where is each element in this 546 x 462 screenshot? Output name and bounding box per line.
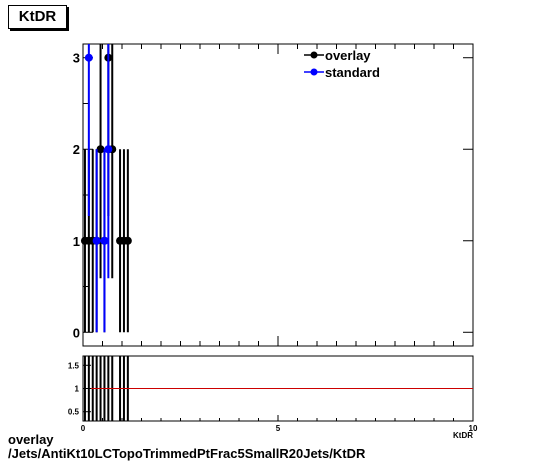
ratio-y-tick-label: 1: [75, 385, 80, 394]
legend-marker: [310, 68, 318, 76]
main-plot-frame: [82, 43, 474, 347]
y-tick-label: 2: [73, 142, 80, 157]
data-point: [92, 236, 101, 245]
ratio-y-tick-label: 0.5: [68, 408, 80, 417]
data-point: [104, 145, 113, 154]
data-point: [123, 236, 132, 245]
y-tick-label: 1: [73, 234, 80, 249]
data-point: [84, 53, 93, 62]
legend-label-overlay: overlay: [325, 48, 371, 63]
data-point: [100, 236, 109, 245]
histogram-title: KtDR: [8, 5, 67, 29]
y-tick-label: 0: [73, 325, 80, 340]
x-axis-label: KtDR: [453, 431, 473, 440]
ratio-content: [83, 356, 473, 421]
ratio-x-tick-label: 0: [81, 424, 86, 433]
ratio-y-tick-label: 1.5: [68, 361, 80, 370]
legend-label-standard: standard: [325, 65, 380, 80]
legend-marker: [310, 51, 318, 59]
y-tick-label: 3: [73, 51, 80, 66]
ratio-x-tick-label: 5: [276, 424, 281, 433]
main-data-points: [80, 44, 132, 333]
ratio-x-tick-label: 10: [469, 424, 478, 433]
main-axis-ticks: 0 1 2 3: [73, 44, 474, 346]
data-point: [96, 145, 105, 154]
caption-line-1: overlay: [8, 432, 54, 447]
legend: overlay standard: [304, 48, 380, 80]
caption-line-2: /Jets/AntiKt10LCTopoTrimmedPtFrac5SmallR…: [8, 446, 366, 461]
